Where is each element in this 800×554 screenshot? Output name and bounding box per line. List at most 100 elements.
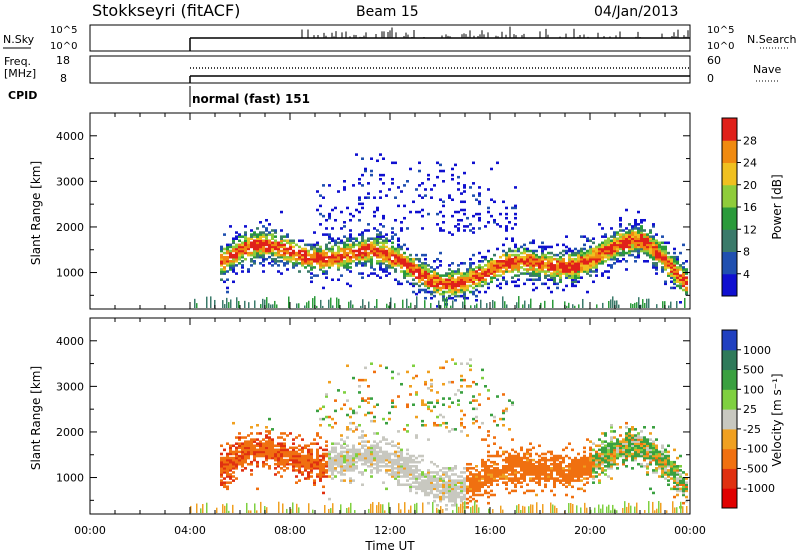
echo-cell <box>631 227 634 230</box>
echo-cell <box>454 210 457 214</box>
echo-cell <box>529 448 532 452</box>
echo-cell <box>505 477 508 480</box>
echo-cell <box>322 286 325 290</box>
echo-cell <box>340 469 343 472</box>
echo-cell <box>346 436 349 439</box>
echo-cell <box>463 225 466 228</box>
echo-cell <box>631 426 634 429</box>
echo-cell <box>403 260 406 263</box>
echo-cell <box>385 421 388 425</box>
echo-cell <box>469 262 472 265</box>
echo-cell <box>259 432 262 435</box>
echo-cell <box>634 456 637 460</box>
echo-cell <box>586 257 589 261</box>
echo-cell <box>274 239 277 243</box>
echo-cell <box>496 161 499 165</box>
echo-cell <box>673 487 676 491</box>
echo-cell <box>487 221 490 224</box>
echo-cell <box>631 253 634 257</box>
echo-cell <box>259 221 262 224</box>
echo-cell <box>562 477 565 480</box>
echo-cell <box>247 450 250 454</box>
echo-cell <box>337 462 340 466</box>
echo-cell <box>331 473 334 476</box>
echo-cell <box>631 446 634 450</box>
echo-cell <box>616 260 619 263</box>
echo-cell <box>331 247 334 251</box>
echo-cell <box>565 284 568 288</box>
echo-cell <box>619 434 622 437</box>
echo-cell <box>406 423 409 427</box>
echo-cell <box>385 450 388 454</box>
echo-cell <box>601 262 604 265</box>
echo-cell <box>652 223 655 226</box>
echo-cell <box>229 465 232 468</box>
ground-scatter-cell <box>614 300 616 308</box>
echo-cell <box>253 241 256 245</box>
echo-cell <box>403 264 406 267</box>
echo-cell <box>388 247 391 251</box>
echo-cell <box>523 282 526 286</box>
echo-cell <box>640 430 643 433</box>
echo-cell <box>550 473 553 476</box>
echo-cell <box>346 458 349 462</box>
echo-cell <box>457 264 460 267</box>
echo-cell <box>241 452 244 456</box>
echo-cell <box>352 460 355 464</box>
ground-scatter-cell <box>618 304 620 308</box>
echo-cell <box>259 231 262 234</box>
echo-cell <box>427 493 430 497</box>
echo-cell <box>502 450 505 454</box>
echo-cell <box>565 251 568 255</box>
echo-cell <box>442 292 445 296</box>
echo-cell <box>505 212 508 216</box>
echo-cell <box>427 173 430 177</box>
echo-cell <box>328 255 331 259</box>
echo-cell <box>685 495 688 499</box>
echo-cell <box>385 249 388 253</box>
echo-cell <box>403 243 406 247</box>
echo-cell <box>286 450 289 454</box>
ground-scatter-cell <box>462 301 464 308</box>
echo-cell <box>427 177 430 181</box>
echo-cell <box>460 423 463 427</box>
echo-cell <box>310 469 313 472</box>
echo-cell <box>379 235 382 238</box>
echo-cell <box>397 462 400 466</box>
echo-cell <box>418 454 421 458</box>
echo-cell <box>682 270 685 273</box>
echo-cell <box>508 462 511 466</box>
echo-cell <box>376 456 379 460</box>
echo-cell <box>397 456 400 460</box>
echo-cell <box>601 442 604 445</box>
echo-cell <box>511 264 514 267</box>
echo-cell <box>436 161 439 165</box>
echo-cell <box>409 465 412 468</box>
echo-cell <box>424 272 427 275</box>
echo-cell <box>529 462 532 466</box>
ground-scatter-cell <box>474 501 476 513</box>
echo-cell <box>355 153 358 156</box>
echo-cell <box>418 280 421 284</box>
echo-cell <box>493 442 496 445</box>
echo-cell <box>268 467 271 470</box>
echo-cell <box>679 481 682 484</box>
echo-cell <box>643 440 646 443</box>
echo-cell <box>334 475 337 478</box>
echo-cell <box>559 456 562 460</box>
echo-cell <box>556 257 559 261</box>
echo-cell <box>649 253 652 257</box>
echo-cell <box>268 417 271 421</box>
echo-cell <box>382 216 385 220</box>
echo-cell <box>493 272 496 275</box>
echo-cell <box>442 397 445 400</box>
echo-cell <box>511 280 514 284</box>
echo-cell <box>481 438 484 441</box>
echo-cell <box>457 495 460 499</box>
echo-cell <box>670 257 673 261</box>
echo-cell <box>670 286 673 290</box>
echo-cell <box>499 274 502 277</box>
echo-cell <box>430 460 433 464</box>
